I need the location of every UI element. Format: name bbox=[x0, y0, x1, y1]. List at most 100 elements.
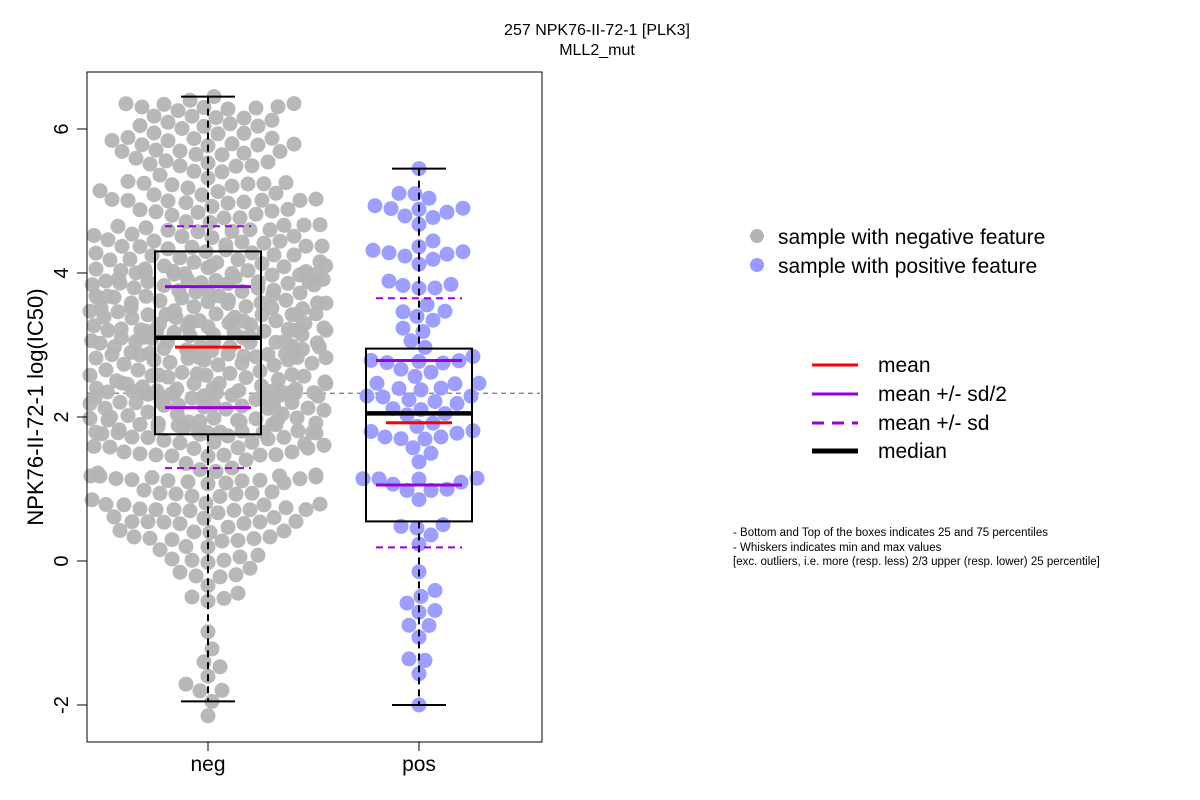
point-neg bbox=[185, 489, 200, 504]
point-pos bbox=[426, 313, 441, 328]
x-tick-label-pos: pos bbox=[402, 753, 436, 776]
point-pos bbox=[472, 376, 487, 391]
legend-neg-swatch bbox=[750, 229, 764, 243]
point-neg bbox=[187, 255, 202, 270]
point-neg bbox=[205, 641, 220, 656]
point-neg bbox=[251, 274, 266, 289]
point-neg bbox=[235, 473, 250, 488]
point-neg bbox=[209, 464, 224, 479]
point-neg bbox=[221, 196, 236, 211]
point-neg bbox=[133, 417, 148, 432]
point-neg bbox=[161, 223, 176, 238]
point-neg bbox=[287, 247, 302, 262]
point-pos bbox=[440, 205, 455, 220]
legend-neg-label: sample with negative feature bbox=[778, 226, 1045, 249]
point-neg bbox=[121, 408, 136, 423]
point-pos bbox=[422, 618, 437, 633]
point-neg bbox=[233, 210, 248, 225]
point-neg bbox=[99, 497, 114, 512]
point-neg bbox=[173, 250, 188, 265]
point-neg bbox=[190, 366, 205, 381]
point-neg bbox=[135, 100, 150, 115]
point-neg bbox=[213, 489, 228, 504]
point-neg bbox=[310, 335, 325, 350]
legend-sd2-label: mean +/- sd/2 bbox=[878, 383, 1007, 406]
point-neg bbox=[249, 207, 264, 222]
point-neg bbox=[255, 193, 270, 208]
point-neg bbox=[133, 322, 148, 337]
note-whiskers: - Whiskers indicates min and max values bbox=[733, 542, 942, 554]
point-neg bbox=[149, 383, 164, 398]
point-neg bbox=[203, 525, 218, 540]
point-neg bbox=[183, 503, 198, 518]
point-pos bbox=[426, 210, 441, 225]
point-neg bbox=[187, 299, 202, 314]
point-pos bbox=[396, 304, 411, 319]
point-neg bbox=[157, 515, 172, 530]
point-neg bbox=[287, 137, 302, 152]
y-tick-label: 0 bbox=[51, 555, 73, 566]
point-neg bbox=[230, 413, 245, 428]
point-neg bbox=[231, 383, 246, 398]
point-neg bbox=[89, 262, 104, 277]
point-neg bbox=[233, 549, 248, 564]
point-neg bbox=[145, 470, 160, 485]
point-neg bbox=[163, 355, 178, 370]
point-pos bbox=[428, 281, 443, 296]
point-neg bbox=[189, 147, 204, 162]
point-neg bbox=[187, 525, 202, 540]
point-pos bbox=[434, 381, 449, 396]
point-neg bbox=[317, 403, 332, 418]
point-neg bbox=[211, 184, 226, 199]
point-neg bbox=[299, 239, 314, 254]
point-neg bbox=[213, 659, 228, 674]
point-neg bbox=[306, 385, 321, 400]
point-neg bbox=[143, 157, 158, 172]
point-neg bbox=[316, 320, 331, 335]
point-neg bbox=[289, 514, 304, 529]
point-pos bbox=[424, 528, 439, 543]
point-neg bbox=[173, 158, 188, 173]
point-neg bbox=[205, 199, 220, 214]
point-neg bbox=[287, 96, 302, 111]
point-pos bbox=[376, 390, 391, 405]
point-pos bbox=[394, 362, 409, 377]
point-neg bbox=[265, 484, 280, 499]
point-neg bbox=[114, 322, 129, 337]
point-neg bbox=[293, 471, 308, 486]
point-pos bbox=[410, 419, 425, 434]
point-neg bbox=[121, 193, 136, 208]
point-neg bbox=[249, 101, 264, 116]
point-neg bbox=[253, 515, 268, 530]
x-axis: neg pos bbox=[190, 742, 435, 776]
point-pos bbox=[456, 201, 471, 216]
point-neg bbox=[147, 234, 162, 249]
point-neg bbox=[271, 99, 286, 114]
point-neg bbox=[315, 239, 330, 254]
point-neg bbox=[237, 195, 252, 210]
legend-median-label: median bbox=[878, 440, 947, 463]
point-neg bbox=[103, 253, 118, 268]
point-neg bbox=[161, 115, 176, 130]
point-neg bbox=[181, 180, 196, 195]
point-neg bbox=[219, 476, 234, 491]
point-neg bbox=[161, 241, 176, 256]
point-neg bbox=[109, 471, 124, 486]
point-neg bbox=[149, 448, 164, 463]
point-neg bbox=[253, 473, 268, 488]
point-neg bbox=[141, 405, 156, 420]
point-neg bbox=[231, 440, 246, 455]
point-neg bbox=[113, 395, 128, 410]
point-neg bbox=[83, 411, 98, 426]
point-pos bbox=[450, 396, 465, 411]
point-neg bbox=[225, 136, 240, 151]
y-tick-label: -2 bbox=[51, 696, 73, 714]
point-neg bbox=[181, 474, 196, 489]
point-neg bbox=[251, 548, 266, 563]
point-neg bbox=[187, 441, 202, 456]
point-neg bbox=[145, 248, 160, 263]
point-neg bbox=[88, 425, 103, 440]
point-neg bbox=[169, 486, 184, 501]
point-neg bbox=[179, 539, 194, 554]
point-neg bbox=[153, 542, 168, 557]
